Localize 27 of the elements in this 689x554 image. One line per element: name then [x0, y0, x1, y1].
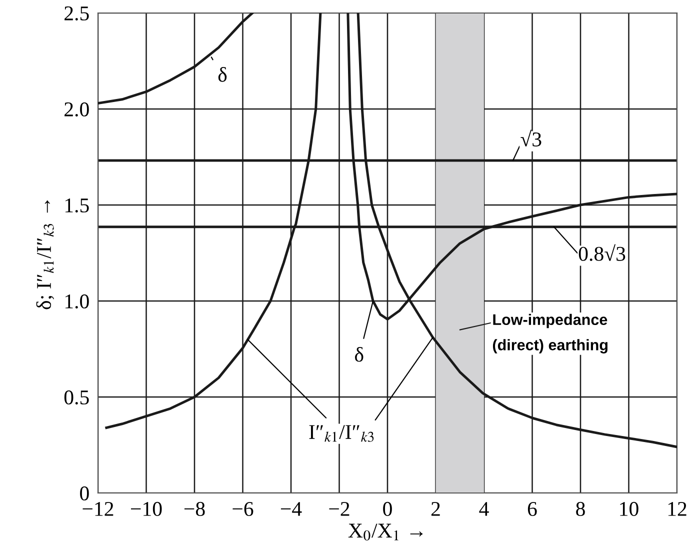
x-tick-label: 12 — [668, 502, 686, 516]
x-tick-label: 2 — [431, 502, 440, 516]
x-tick-label: −10 — [131, 502, 162, 516]
y-tick-label: 0.5 — [64, 390, 89, 405]
x-tick-label: −6 — [232, 502, 254, 516]
x-tick-label: 8 — [576, 502, 585, 516]
y-tick-label: 1.5 — [65, 198, 89, 213]
x-tick-label: 10 — [620, 502, 638, 516]
x-axis-title: X$_{0}$/X$_{1}$ → — [348, 524, 423, 540]
x-tick-label: 6 — [528, 502, 537, 516]
y-tick-label: 2.0 — [64, 102, 89, 117]
annotation: δ — [218, 67, 227, 82]
x-tick-label: −2 — [329, 502, 350, 516]
y-tick-label: 2.5 — [64, 6, 89, 21]
x-tick-label: −12 — [82, 502, 114, 516]
y-tick-label: 0 — [80, 486, 89, 500]
band-label: Low-impedance (direct) earthing — [492, 314, 608, 354]
ref-line-label: √3 — [520, 130, 542, 146]
x-tick-label: 0 — [383, 502, 392, 516]
y-tick-label: 1.0 — [65, 294, 89, 309]
ref-line-label: 0.8√3 — [578, 244, 626, 261]
x-tick-label: 4 — [479, 502, 489, 516]
annotation: I″$_{k1}$/I″$_{k3}$ — [309, 425, 374, 442]
annotation: δ — [355, 347, 364, 362]
y-axis-title: δ; I″$_{k1}$/I″$_{k3}$ → — [36, 200, 54, 310]
x-tick-label: −8 — [184, 502, 205, 516]
x-tick-label: −4 — [280, 502, 302, 516]
